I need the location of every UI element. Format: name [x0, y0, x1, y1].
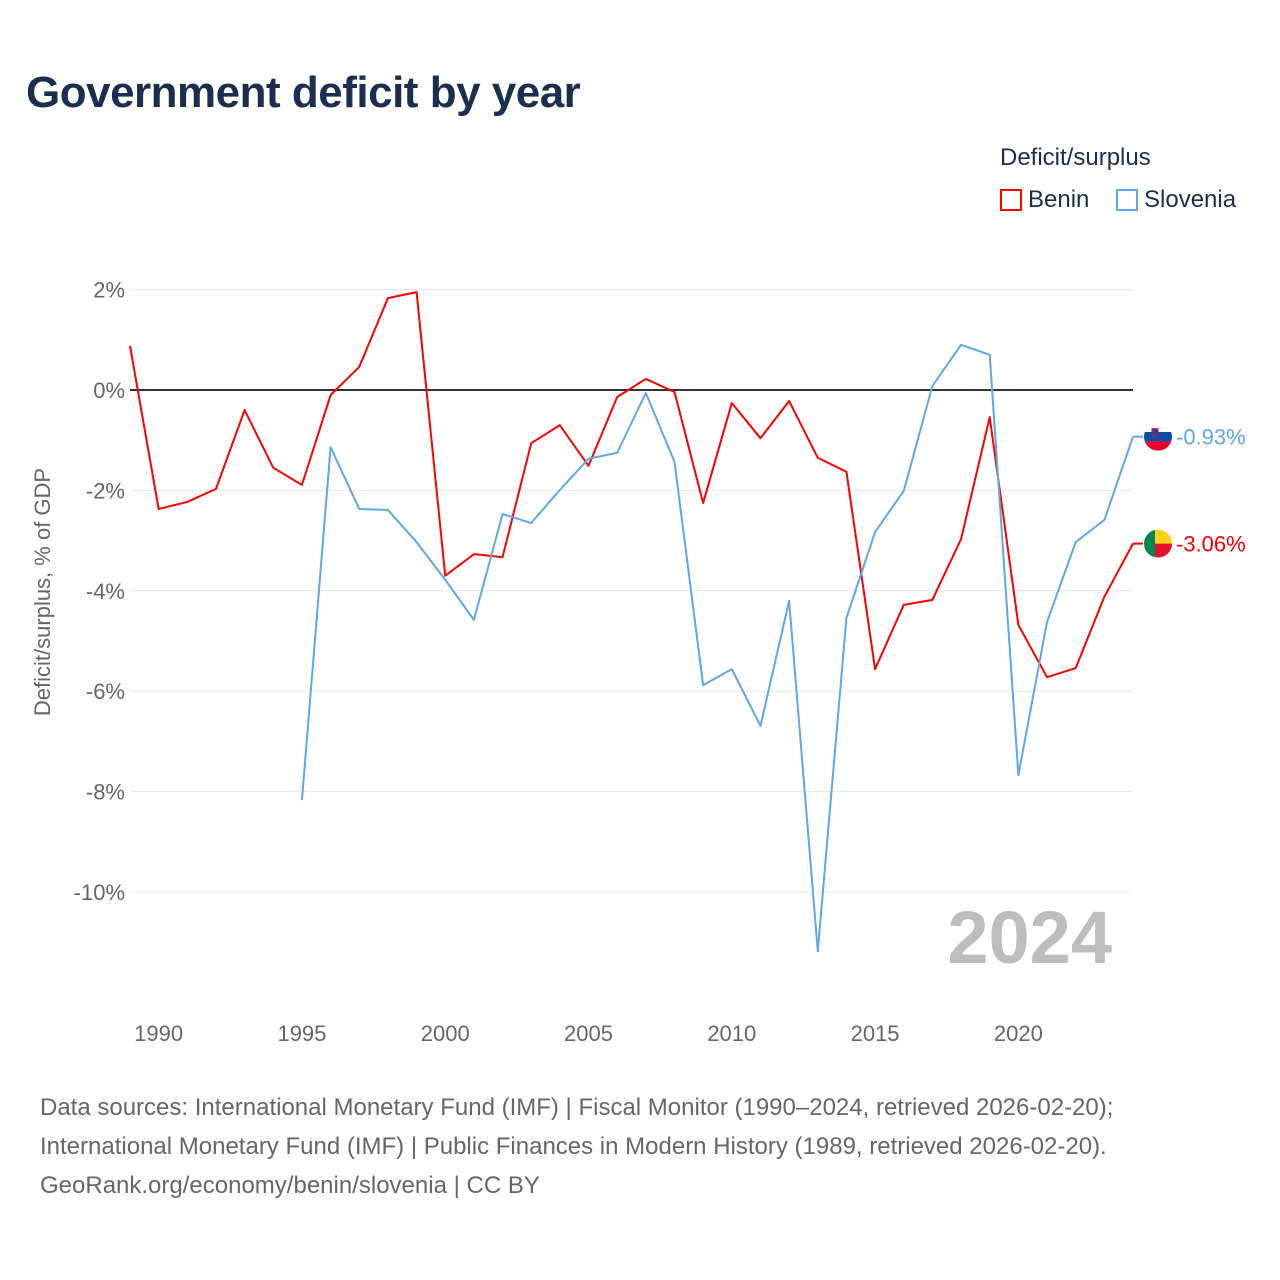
legend-swatch-benin: [1000, 189, 1022, 211]
x-tick-label: 2015: [851, 1021, 900, 1046]
x-tick-label: 2010: [707, 1021, 756, 1046]
legend-item-benin[interactable]: Benin: [1000, 186, 1089, 214]
x-tick-label: 2005: [564, 1021, 613, 1046]
y-tick-label: 2%: [93, 278, 125, 303]
source-link[interactable]: GeoRank.org/economy/benin/slovenia | CC …: [40, 1172, 540, 1199]
benin-flag-icon: [1144, 529, 1172, 558]
y-tick-label: -10%: [74, 880, 125, 905]
legend-item-slovenia[interactable]: Slovenia: [1116, 186, 1236, 214]
y-tick-label: -6%: [86, 679, 125, 704]
chart-title: Government deficit by year: [26, 68, 581, 117]
x-tick-label: 2000: [421, 1021, 470, 1046]
y-tick-label: -2%: [86, 478, 125, 503]
series-line-slovenia: [300, 343, 1134, 953]
x-tick-label: 2020: [994, 1021, 1043, 1046]
y-tick-label: -8%: [86, 780, 125, 805]
y-tick-label: 0%: [93, 378, 125, 403]
legend-title: Deficit/surplus: [1000, 144, 1151, 171]
legend-swatch-slovenia: [1116, 189, 1138, 211]
x-tick-label: 1990: [134, 1021, 183, 1046]
footer: Data sources: International Monetary Fun…: [40, 1088, 1113, 1205]
series-line-benin: [129, 291, 1134, 679]
legend-label-slovenia: Slovenia: [1144, 186, 1237, 213]
source-line-2: International Monetary Fund (IMF) | Publ…: [40, 1133, 1107, 1160]
source-line-1: Data sources: International Monetary Fun…: [40, 1094, 1114, 1121]
y-axis-label: Deficit/surplus, % of GDP: [30, 468, 55, 716]
end-label-benin: -3.06%: [1176, 532, 1246, 557]
slovenia-flag-icon: [1144, 422, 1172, 451]
x-tick-label: 1995: [277, 1021, 326, 1046]
year-watermark: 2024: [947, 896, 1112, 979]
legend-label-benin: Benin: [1028, 186, 1090, 213]
end-label-slovenia: -0.93%: [1176, 425, 1246, 450]
y-tick-label: -4%: [86, 579, 125, 604]
